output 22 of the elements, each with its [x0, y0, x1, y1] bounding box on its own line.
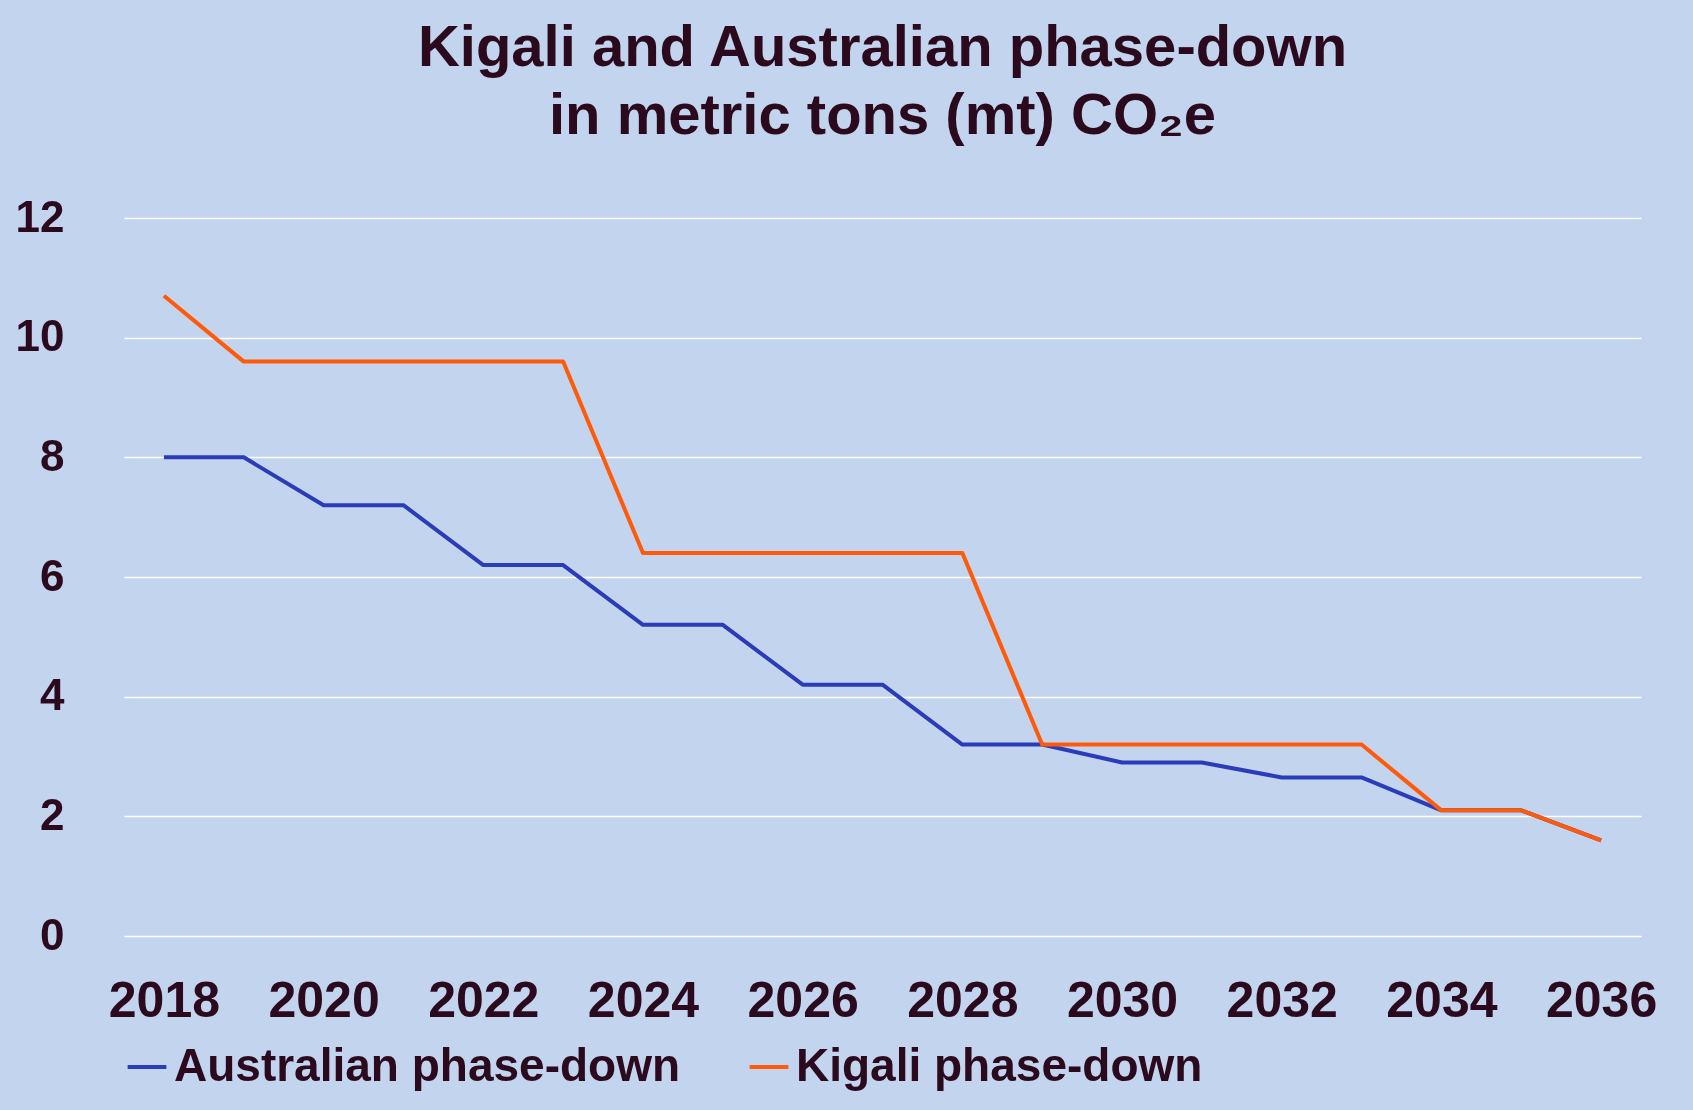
y-tick-label: 4 [40, 670, 66, 720]
y-tick-label: 6 [40, 550, 65, 600]
line-series [161, 293, 1604, 843]
y-tick-label: 8 [40, 430, 65, 480]
y-tick-label: 12 [15, 191, 65, 241]
x-tick-label: 2030 [1066, 971, 1179, 1028]
x-tick-label: 2020 [268, 971, 380, 1028]
x-tick-label: 2032 [1226, 971, 1338, 1028]
y-tick-label: 2 [40, 789, 65, 839]
x-tick-label: 2026 [747, 971, 859, 1028]
legend-label: Kigali phase-down [796, 1039, 1203, 1091]
text: Kigali and Australian phase-down [417, 13, 1348, 78]
text: in metric tons (mt) CO₂e [548, 81, 1217, 146]
y-tick-label: 0 [40, 909, 65, 959]
legend-label: Australian phase-down [174, 1039, 681, 1091]
x-tick-label: 2024 [587, 971, 700, 1028]
x-tick-label: 2036 [1545, 971, 1658, 1028]
x-tick-label: 2028 [907, 971, 1019, 1028]
x-tick-label: 2022 [428, 971, 540, 1028]
y-tick-label: 10 [15, 311, 65, 361]
x-tick-label: 2018 [108, 971, 221, 1028]
x-tick-label: 2034 [1386, 971, 1498, 1028]
